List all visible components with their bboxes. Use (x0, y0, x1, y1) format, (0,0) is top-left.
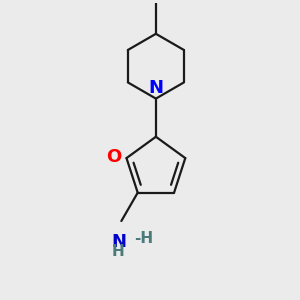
Text: H: H (112, 244, 125, 259)
Text: -H: -H (135, 231, 154, 246)
Text: N: N (148, 79, 164, 97)
Text: O: O (106, 148, 121, 166)
Text: N: N (111, 233, 126, 251)
